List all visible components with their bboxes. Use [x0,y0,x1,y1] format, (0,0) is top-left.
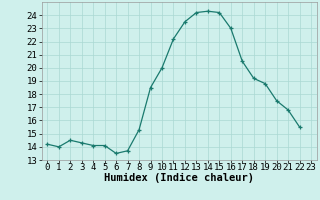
X-axis label: Humidex (Indice chaleur): Humidex (Indice chaleur) [104,173,254,183]
